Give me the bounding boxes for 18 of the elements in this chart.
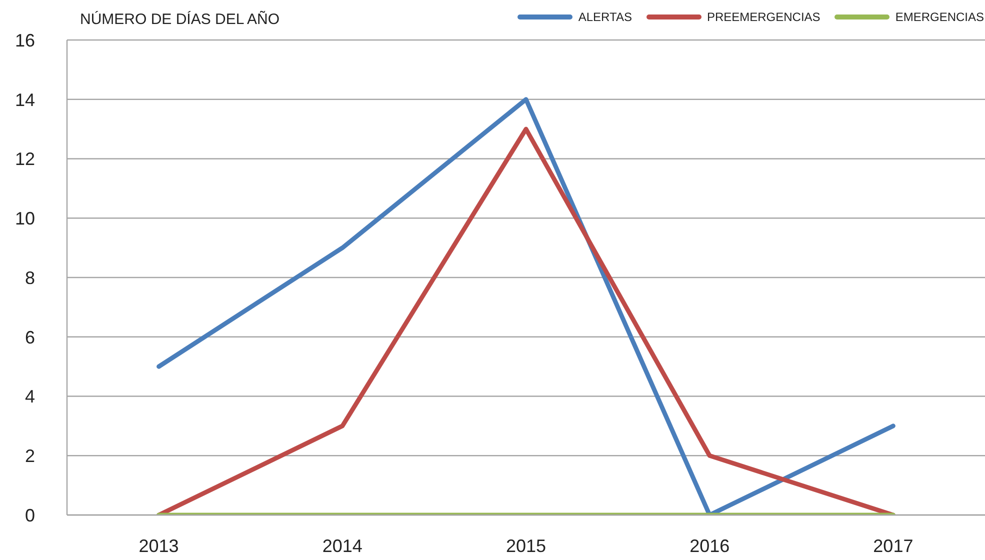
legend-label: ALERTAS [578,10,632,24]
legend-label: EMERGENCIAS [895,10,984,24]
y-tick-label: 0 [24,505,35,526]
y-tick-label: 14 [14,90,35,110]
y-tick-label: 10 [14,208,35,229]
y-tick-label: 2 [24,446,35,466]
x-tick-label: 2017 [873,536,914,556]
y-tick-label: 16 [14,30,35,50]
y-tick-label: 8 [24,268,35,288]
x-tick-label: 2014 [322,536,362,556]
y-tick-label: 4 [24,386,35,407]
x-tick-label: 2015 [506,536,546,556]
legend-label: PREEMERGENCIAS [706,10,820,24]
x-tick-label: 2013 [138,536,179,556]
y-tick-label: 6 [24,327,35,348]
y-axis-title: NÚMERO DE DÍAS DEL AÑO [80,11,280,28]
y-tick-label: 12 [14,149,35,170]
x-tick-label: 2016 [690,536,730,556]
